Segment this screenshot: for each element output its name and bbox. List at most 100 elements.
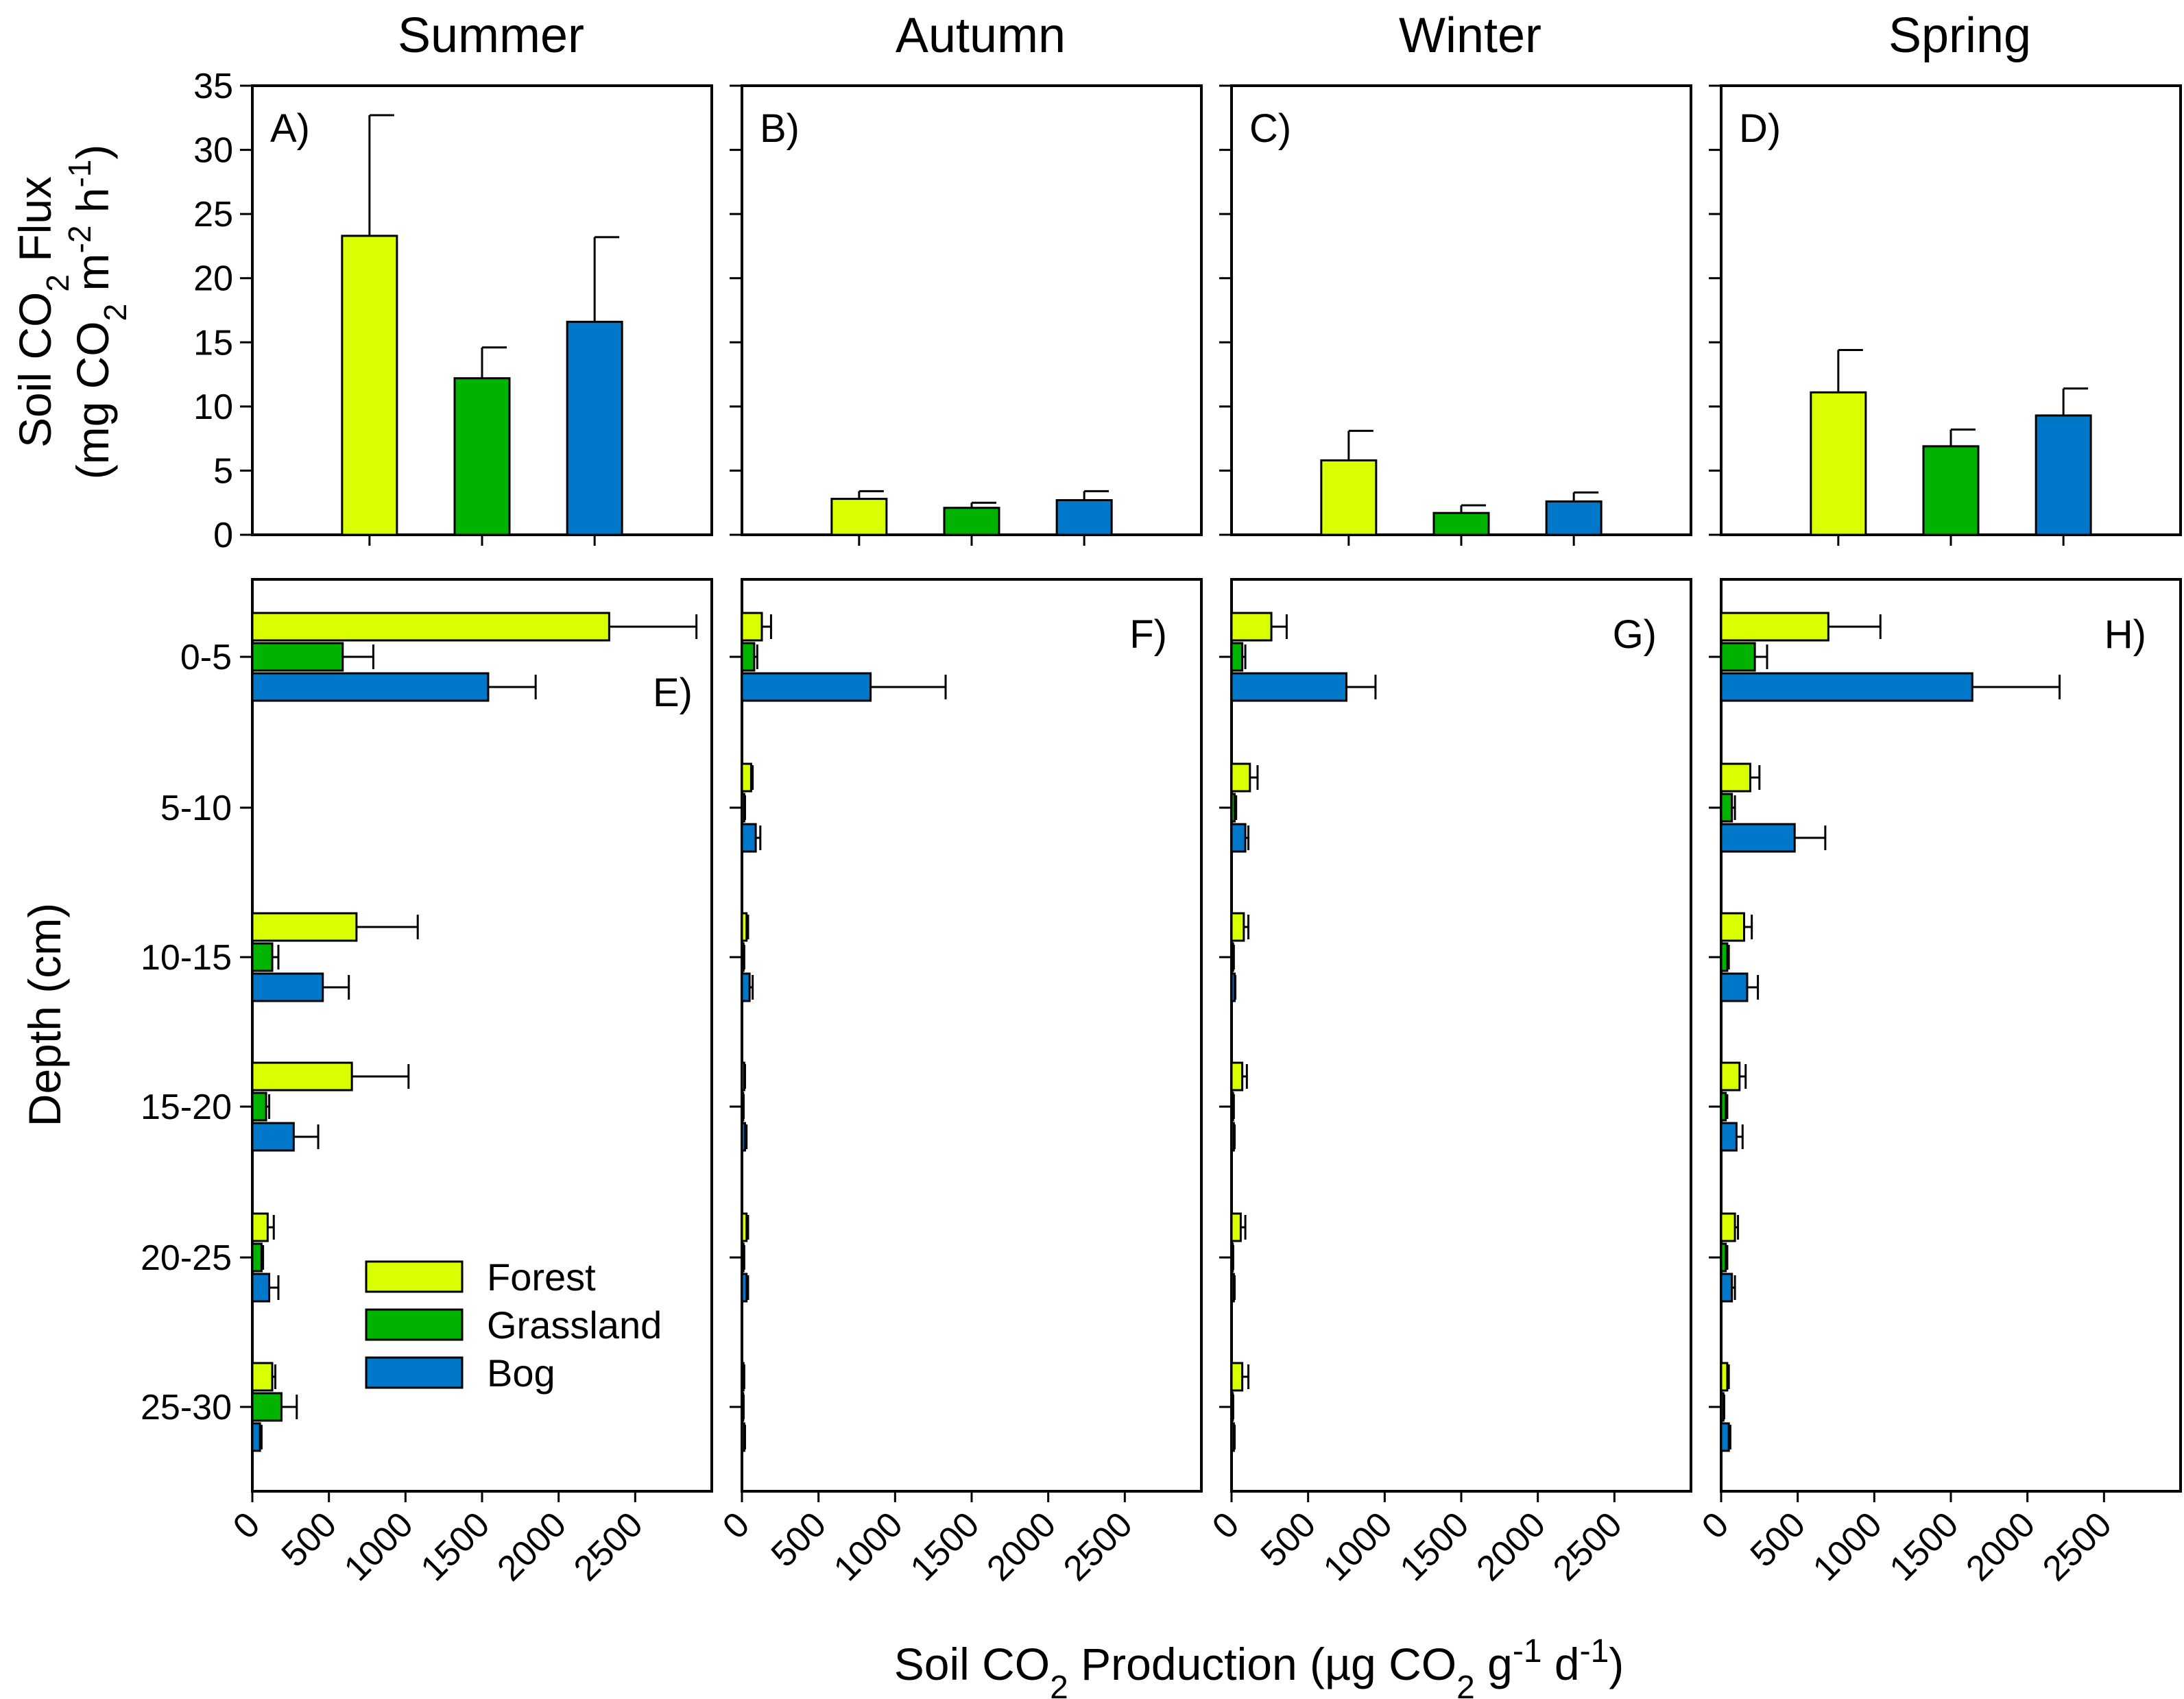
production-x-tick-label: 2000 [490, 1504, 574, 1589]
flux-bar-grassland [1432, 511, 1490, 536]
flux-y-tick-label: 20 [193, 259, 233, 299]
season-title-winter: Winter [1399, 8, 1541, 63]
legend-label-grassland: Grassland [487, 1303, 662, 1347]
production-panel-frame [1720, 578, 2182, 1493]
production-bar-forest [1230, 612, 1273, 642]
flux-panel-frame [1230, 84, 1692, 536]
production-bar-grassland [741, 642, 756, 672]
production-x-tick-label: 0 [226, 1504, 267, 1546]
production-bar-bog [1230, 1273, 1235, 1303]
flux-panel-1: A) 0 5 10 15 20 25 30 35 [193, 67, 713, 555]
production-panel-label: E) [653, 671, 693, 715]
production-bar-grassland [251, 1392, 283, 1422]
production-panel-1: E) 0-5 5-10 10-15 15-20 20-25 25-30 0 5001000150… [141, 578, 713, 1589]
depth-y-axis-title: Depth (cm) [19, 903, 70, 1126]
production-bar-bog [1720, 1422, 1730, 1452]
production-bar-forest [1720, 1061, 1741, 1092]
flux-y-tick-label: 25 [193, 195, 233, 234]
production-bar-forest [1230, 762, 1251, 793]
production-x-tick-label: 2500 [566, 1504, 651, 1589]
production-bar-grassland [741, 793, 745, 823]
flux-y-tick-label: 10 [193, 387, 233, 427]
production-panel-label: G) [1613, 612, 1657, 657]
flux-y-axis-title-line1: Soil CO2 Flux [10, 176, 75, 448]
production-bar-grassland [1720, 1092, 1727, 1122]
production-bar-grassland [1720, 793, 1733, 823]
production-x-tick-label: 0 [1205, 1504, 1247, 1546]
production-x-tick-label: 1500 [413, 1504, 498, 1589]
production-x-axis-title: Soil CO2 Production (µg CO2 g-1 d-1) [894, 1633, 1624, 1699]
production-x-tick-label: 1500 [1882, 1504, 1967, 1589]
legend-swatch-bog [365, 1356, 464, 1389]
flux-panel-2: B) [730, 84, 1203, 546]
depth-tick-label: 10-15 [141, 938, 232, 978]
production-x-tick-label: 2500 [2035, 1504, 2120, 1589]
legend-swatch-forest [365, 1260, 464, 1293]
production-bar-forest [1720, 1362, 1729, 1392]
production-bar-bog [741, 672, 872, 702]
production-x-tick-label: 2000 [1469, 1504, 1553, 1589]
production-bar-forest [1230, 1362, 1244, 1392]
production-bar-forest [251, 912, 358, 942]
production-x-tick-label: 0 [715, 1504, 757, 1546]
flux-y-tick-label: 30 [193, 131, 233, 171]
production-bar-forest [251, 1061, 353, 1092]
production-bar-bog [1720, 1273, 1733, 1303]
flux-bar-forest [1810, 391, 1867, 536]
production-panel-frame [251, 578, 713, 1493]
production-bar-grassland [1720, 942, 1729, 972]
flux-y-tick-label: 5 [213, 451, 233, 491]
flux-bar-bog [566, 320, 623, 536]
production-bar-bog [1230, 823, 1247, 853]
production-bar-bog [741, 1273, 748, 1303]
production-bar-bog [1230, 1122, 1235, 1152]
production-bar-bog [1230, 972, 1236, 1002]
season-title-autumn: Autumn [896, 8, 1066, 63]
production-bar-forest [1230, 912, 1245, 942]
production-bar-bog [251, 1122, 295, 1152]
production-bar-forest [1230, 1061, 1244, 1092]
production-bar-bog [1230, 672, 1347, 702]
season-title-summer: Summer [398, 8, 584, 63]
depth-tick-label: 5-10 [160, 788, 232, 828]
production-x-tick-label: 1500 [903, 1504, 987, 1589]
production-x-tick-label: 500 [1253, 1504, 1323, 1574]
depth-tick-label: 0-5 [180, 638, 232, 677]
production-x-tick-label: 1000 [337, 1504, 421, 1589]
flux-bar-forest [830, 498, 888, 536]
depth-tick-label: 20-25 [141, 1238, 232, 1278]
production-bar-forest [1720, 912, 1745, 942]
production-bar-forest [1720, 612, 1829, 642]
production-bar-forest [741, 1061, 745, 1092]
flux-bar-grassland [453, 377, 511, 536]
production-x-tick-label: 500 [274, 1504, 344, 1574]
production-x-tick-label: 500 [1743, 1504, 1813, 1574]
flux-y-tick-label: 15 [193, 323, 233, 363]
flux-bar-grassland [943, 507, 1000, 536]
production-bar-bog [251, 1422, 261, 1452]
production-bar-bog [741, 972, 751, 1002]
flux-y-tick-label: 35 [193, 67, 233, 106]
production-bar-forest [741, 1212, 748, 1242]
legend-label-forest: Forest [487, 1255, 596, 1299]
production-panel-frame [1230, 578, 1692, 1493]
flux-panel-label: B) [760, 106, 800, 151]
production-bar-bog [1720, 972, 1749, 1002]
production-bar-grassland [1230, 793, 1236, 823]
production-bar-bog [741, 823, 757, 853]
production-panel-label: H) [2104, 612, 2146, 657]
production-bar-bog [741, 1422, 745, 1452]
production-bar-bog [1720, 823, 1796, 853]
flux-bar-grassland [1922, 445, 1980, 536]
production-bar-forest [741, 762, 752, 793]
flux-panel-3: C) [1219, 84, 1692, 546]
production-bar-bog [1720, 672, 1973, 702]
flux-panel-frame [741, 84, 1203, 536]
production-bar-bog [741, 1122, 746, 1152]
production-x-tick-label: 2500 [1546, 1504, 1630, 1589]
flux-bar-bog [1055, 498, 1113, 536]
production-bar-bog [1230, 1422, 1235, 1452]
